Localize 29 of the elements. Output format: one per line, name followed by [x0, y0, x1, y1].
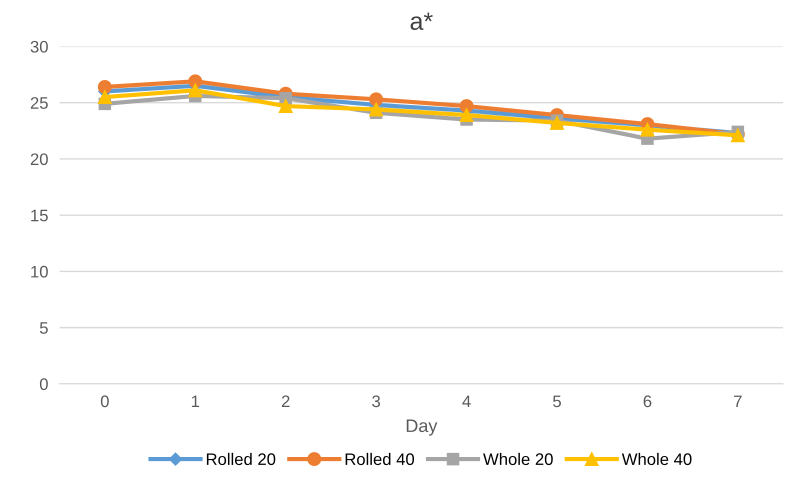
y-tick-label: 30 [30, 40, 48, 53]
x-tick-label: 3 [372, 395, 380, 408]
point [188, 74, 202, 88]
y-tick-label: 15 [31, 210, 48, 222]
chart-title: a* [410, 12, 433, 30]
x-tick-label: 4 [462, 396, 471, 408]
x-axis-title: Day [406, 420, 438, 436]
y-tick-label: 5 [40, 322, 48, 334]
y-tick-label: 0 [40, 378, 48, 390]
point [369, 92, 384, 106]
point [369, 102, 384, 116]
x-tick-label: 1 [192, 396, 200, 408]
legend-label: Whole 20 [483, 452, 553, 466]
point [640, 122, 654, 137]
x-tick-label: 6 [644, 395, 652, 408]
legend-label: Rolled 20 [206, 452, 276, 466]
point [460, 108, 474, 122]
legend-label: Rolled 40 [346, 452, 414, 466]
point [278, 99, 293, 114]
point [188, 83, 202, 98]
x-tick-label: 0 [100, 395, 109, 408]
y-tick-label: 10 [31, 266, 48, 278]
legend-label: Whole 40 [622, 452, 692, 466]
point [550, 116, 564, 130]
y-tick-label: 25 [30, 97, 48, 109]
y-tick-label: 20 [30, 153, 48, 166]
x-tick-label: 5 [553, 396, 561, 408]
x-tick-label: 7 [734, 396, 742, 408]
x-tick-label: 2 [282, 395, 290, 408]
